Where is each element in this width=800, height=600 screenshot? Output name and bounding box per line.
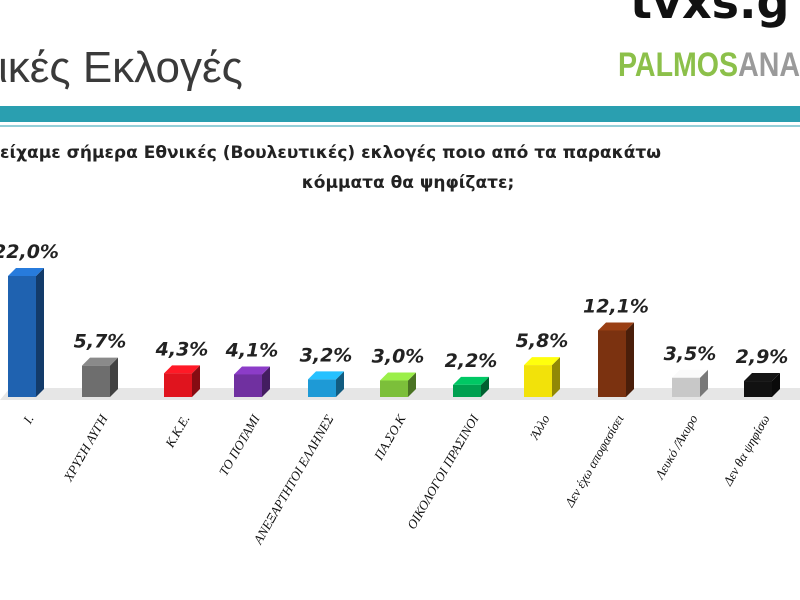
- bar: [380, 380, 408, 397]
- bar-top: [453, 376, 489, 385]
- value-label: 12,1%: [583, 295, 649, 317]
- bar: [308, 379, 336, 397]
- bar-side: [408, 372, 416, 397]
- bar-side: [192, 365, 200, 397]
- bar-side: [336, 371, 344, 397]
- bar-top: [672, 369, 708, 378]
- x-tick-label: ΟΙΚΟΛΟΓΟΙ ΠΡΑΣΙΝΟΙ: [404, 411, 482, 531]
- x-tick-label: Δεν έχω αποφασίσει: [561, 412, 627, 511]
- x-tick-label: Δεν θα ψηφίσω: [720, 412, 773, 489]
- bar: [744, 381, 772, 397]
- x-tick-label: ΤΟ ΠΟΤΑΜΙ: [216, 411, 263, 478]
- header-band: [0, 106, 800, 122]
- value-label: 22,0%: [0, 241, 59, 263]
- x-tick-label: ΑΝΕΞΑΡΤΗΤΟΙ ΕΛΛΗΝΕΣ: [250, 412, 337, 548]
- x-tick-label: Άλλο: [526, 412, 553, 443]
- bar-side: [626, 322, 634, 397]
- x-tick-label: ΧΡΥΣΗ ΑΥΓΗ: [60, 411, 111, 484]
- bar-side: [552, 357, 560, 397]
- value-label: 3,2%: [300, 344, 353, 366]
- bar-side: [36, 268, 44, 397]
- bar-side: [262, 366, 270, 397]
- logo-part: ANA: [738, 46, 800, 84]
- bar: [524, 365, 552, 397]
- logo-part: PALMOS: [618, 46, 738, 84]
- bar: [82, 365, 110, 397]
- value-label: 5,8%: [516, 330, 569, 352]
- bar: [234, 374, 262, 397]
- logo-palmos: PALMOSANA: [618, 46, 800, 84]
- bar: [598, 330, 626, 397]
- bar-top: [744, 373, 780, 382]
- value-label: 3,5%: [664, 343, 717, 365]
- value-label: 4,1%: [225, 339, 279, 361]
- value-label: 5,7%: [74, 331, 127, 353]
- bar-top: [524, 357, 560, 366]
- question-line: κόμματα θα ψηφίζατε;: [302, 173, 515, 193]
- bar-top: [164, 365, 200, 374]
- value-label: 2,9%: [736, 346, 789, 368]
- bar-top: [308, 371, 344, 380]
- bar-top: [234, 366, 270, 375]
- bar-top: [82, 357, 118, 366]
- bar: [8, 276, 36, 397]
- value-label: 4,3%: [155, 338, 209, 360]
- bar-side: [772, 373, 780, 397]
- value-label: 3,0%: [372, 346, 425, 368]
- bar: [164, 373, 192, 397]
- x-tick-label: Λευκό /Άκυρο: [651, 412, 701, 484]
- bar: [672, 377, 700, 397]
- slide-title: ικές Εκλογές: [0, 43, 243, 92]
- value-label: 2,2%: [445, 350, 498, 372]
- bar-top: [8, 268, 44, 276]
- bar-side: [700, 369, 708, 397]
- x-tick-label: ΠΑ.ΣΟ.Κ: [370, 411, 409, 463]
- question-line: είχαμε σήμερα Εθνικές (Βουλευτικές) εκλο…: [0, 143, 661, 163]
- bar-top: [598, 322, 634, 331]
- bar-side: [110, 357, 118, 397]
- logo-tvxs: tvxs.g: [630, 0, 789, 29]
- x-tick-label: Κ.Κ.Ε.: [162, 412, 193, 451]
- bar-side: [481, 376, 489, 397]
- bar: [453, 384, 481, 397]
- x-tick-label: Ι.: [19, 412, 36, 427]
- bar-top: [380, 372, 416, 381]
